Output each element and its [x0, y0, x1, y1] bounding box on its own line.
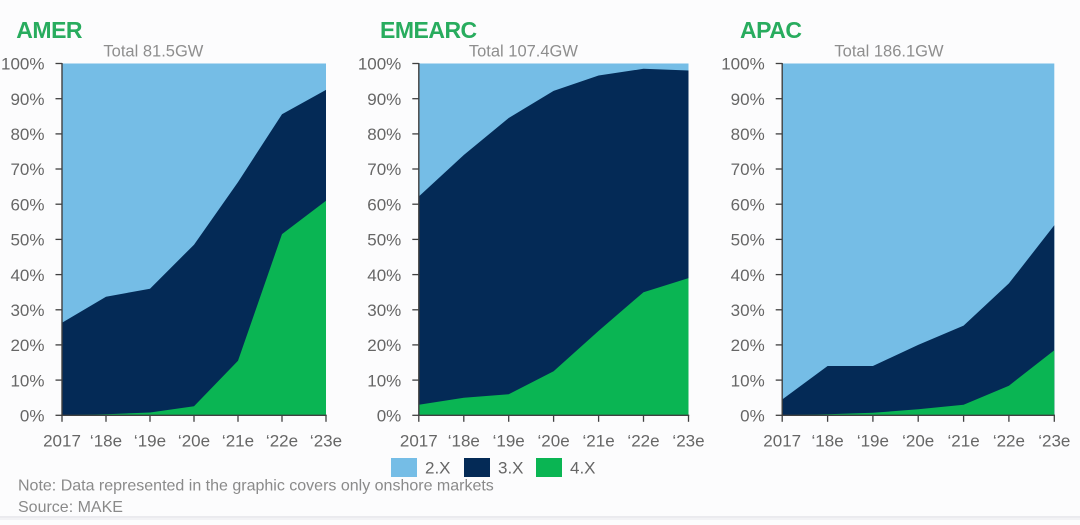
- svg-text:‘23e: ‘23e: [310, 432, 342, 451]
- svg-text:50%: 50%: [367, 231, 401, 250]
- svg-text:2.X: 2.X: [425, 459, 451, 478]
- svg-text:0%: 0%: [377, 407, 402, 426]
- svg-text:AMER: AMER: [16, 17, 83, 43]
- svg-text:60%: 60%: [10, 195, 44, 214]
- svg-text:40%: 40%: [731, 266, 765, 285]
- svg-text:10%: 10%: [367, 371, 401, 390]
- svg-text:Total 81.5GW: Total 81.5GW: [103, 43, 203, 61]
- svg-text:40%: 40%: [10, 266, 44, 285]
- svg-text:2017: 2017: [400, 432, 438, 451]
- svg-text:‘18e: ‘18e: [90, 432, 122, 451]
- svg-text:80%: 80%: [10, 125, 44, 144]
- svg-text:2017: 2017: [43, 432, 81, 451]
- svg-text:‘20e: ‘20e: [178, 432, 210, 451]
- svg-text:100%: 100%: [1, 55, 44, 74]
- svg-text:50%: 50%: [731, 231, 765, 250]
- svg-text:20%: 20%: [10, 336, 44, 355]
- svg-text:‘21e: ‘21e: [583, 432, 615, 451]
- svg-text:Source: MAKE: Source: MAKE: [18, 499, 123, 516]
- svg-text:‘22e: ‘22e: [266, 432, 298, 451]
- svg-text:30%: 30%: [10, 301, 44, 320]
- svg-text:60%: 60%: [367, 195, 401, 214]
- svg-text:‘20e: ‘20e: [902, 432, 934, 451]
- svg-text:4.X: 4.X: [570, 459, 596, 478]
- svg-text:APAC: APAC: [740, 17, 801, 43]
- svg-text:‘20e: ‘20e: [538, 432, 570, 451]
- svg-text:Total 107.4GW: Total 107.4GW: [469, 43, 579, 61]
- svg-text:‘21e: ‘21e: [948, 432, 980, 451]
- svg-text:90%: 90%: [10, 90, 44, 109]
- svg-text:Note: Data represented in the: Note: Data represented in the graphic co…: [18, 477, 494, 494]
- svg-text:50%: 50%: [10, 231, 44, 250]
- svg-text:‘19e: ‘19e: [857, 432, 889, 451]
- svg-text:30%: 30%: [367, 301, 401, 320]
- svg-text:20%: 20%: [367, 336, 401, 355]
- svg-text:70%: 70%: [367, 160, 401, 179]
- svg-text:0%: 0%: [740, 407, 765, 426]
- svg-text:‘23e: ‘23e: [672, 432, 704, 451]
- svg-text:2017: 2017: [763, 432, 801, 451]
- svg-text:60%: 60%: [731, 195, 765, 214]
- svg-text:30%: 30%: [731, 301, 765, 320]
- svg-text:‘22e: ‘22e: [627, 432, 659, 451]
- svg-text:0%: 0%: [20, 407, 45, 426]
- svg-text:90%: 90%: [367, 90, 401, 109]
- svg-text:3.X: 3.X: [498, 459, 524, 478]
- svg-text:EMEARC: EMEARC: [380, 17, 477, 43]
- svg-text:Total 186.1GW: Total 186.1GW: [834, 43, 944, 61]
- svg-text:‘18e: ‘18e: [812, 432, 844, 451]
- svg-text:20%: 20%: [731, 336, 765, 355]
- svg-text:80%: 80%: [367, 125, 401, 144]
- svg-text:70%: 70%: [10, 160, 44, 179]
- svg-text:‘22e: ‘22e: [993, 432, 1025, 451]
- svg-text:‘19e: ‘19e: [134, 432, 166, 451]
- svg-text:‘18e: ‘18e: [448, 432, 480, 451]
- svg-text:10%: 10%: [731, 371, 765, 390]
- svg-text:‘19e: ‘19e: [493, 432, 525, 451]
- svg-text:100%: 100%: [721, 55, 764, 74]
- svg-text:‘23e: ‘23e: [1038, 432, 1070, 451]
- svg-text:90%: 90%: [731, 90, 765, 109]
- svg-text:70%: 70%: [731, 160, 765, 179]
- svg-text:10%: 10%: [10, 371, 44, 390]
- svg-text:40%: 40%: [367, 266, 401, 285]
- svg-text:80%: 80%: [731, 125, 765, 144]
- svg-text:100%: 100%: [358, 55, 401, 74]
- svg-text:‘21e: ‘21e: [222, 432, 254, 451]
